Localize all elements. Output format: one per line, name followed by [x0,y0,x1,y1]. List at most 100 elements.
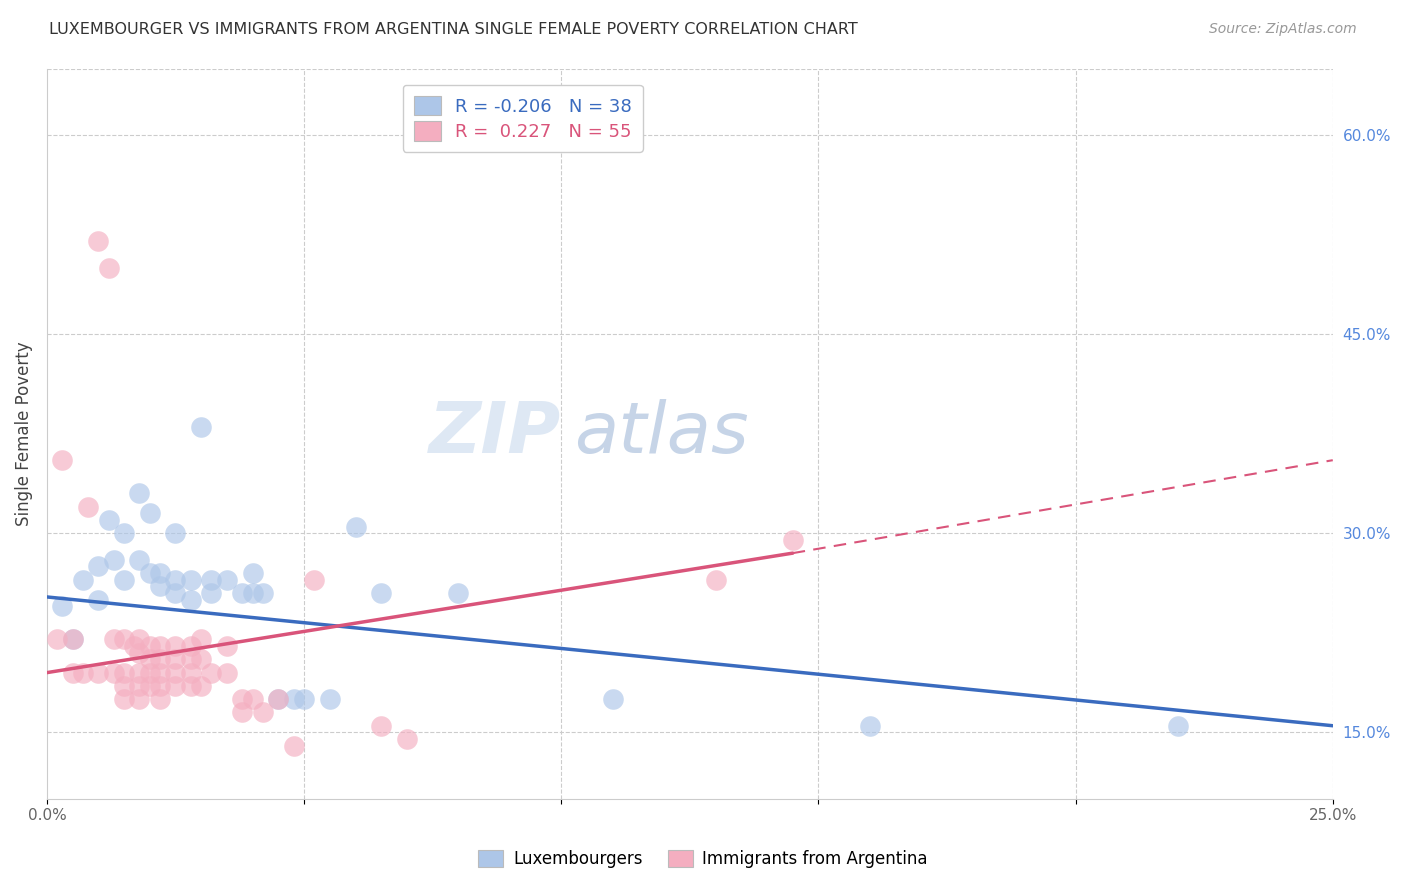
Point [602,692,624,706]
Point [252,706,274,720]
Point [283,692,305,706]
Point [267,692,290,706]
Point [103,665,125,680]
Point [149,566,172,580]
Point [704,573,727,587]
Point [215,639,238,653]
Point [139,506,162,520]
Legend: Luxembourgers, Immigrants from Argentina: Luxembourgers, Immigrants from Argentina [471,843,935,875]
Point [165,652,187,666]
Point [267,692,290,706]
Point [112,679,135,693]
Point [149,665,172,680]
Point [112,632,135,647]
Point [128,486,150,500]
Point [87,234,110,248]
Point [180,639,202,653]
Point [112,665,135,680]
Point [231,586,253,600]
Point [112,573,135,587]
Point [252,586,274,600]
Point [62,632,84,647]
Text: atlas: atlas [574,399,749,468]
Point [231,692,253,706]
Point [231,706,253,720]
Point [215,665,238,680]
Point [87,559,110,574]
Point [200,573,222,587]
Point [128,646,150,660]
Text: ZIP: ZIP [429,399,561,468]
Point [139,566,162,580]
Point [72,573,94,587]
Point [112,692,135,706]
Point [165,679,187,693]
Point [283,739,305,753]
Point [242,566,264,580]
Point [395,731,418,746]
Point [103,553,125,567]
Point [149,639,172,653]
Point [139,652,162,666]
Point [180,592,202,607]
Point [139,665,162,680]
Point [139,679,162,693]
Point [215,573,238,587]
Point [103,632,125,647]
Point [128,692,150,706]
Point [370,586,392,600]
Point [72,665,94,680]
Point [112,526,135,541]
Point [165,573,187,587]
Point [180,665,202,680]
Point [200,586,222,600]
Point [97,260,120,275]
Point [62,632,84,647]
Point [46,632,69,647]
Point [180,679,202,693]
Point [128,553,150,567]
Point [304,573,326,587]
Point [1167,719,1189,733]
Point [190,652,212,666]
Point [292,692,315,706]
Point [124,639,146,653]
Point [344,519,367,533]
Point [190,679,212,693]
Point [165,665,187,680]
Point [180,652,202,666]
Point [51,599,73,614]
Point [149,579,172,593]
Point [782,533,804,547]
Y-axis label: Single Female Poverty: Single Female Poverty [15,342,32,526]
Point [859,719,882,733]
Point [128,632,150,647]
Text: LUXEMBOURGER VS IMMIGRANTS FROM ARGENTINA SINGLE FEMALE POVERTY CORRELATION CHAR: LUXEMBOURGER VS IMMIGRANTS FROM ARGENTIN… [49,22,858,37]
Point [97,513,120,527]
Point [242,692,264,706]
Point [149,679,172,693]
Legend: R = -0.206   N = 38, R =  0.227   N = 55: R = -0.206 N = 38, R = 0.227 N = 55 [402,85,643,152]
Point [77,500,100,514]
Point [190,420,212,434]
Point [62,665,84,680]
Point [319,692,342,706]
Point [200,665,222,680]
Point [165,526,187,541]
Point [128,679,150,693]
Text: Source: ZipAtlas.com: Source: ZipAtlas.com [1209,22,1357,37]
Point [87,592,110,607]
Point [87,665,110,680]
Point [447,586,470,600]
Point [165,639,187,653]
Point [128,665,150,680]
Point [165,586,187,600]
Point [149,652,172,666]
Point [149,692,172,706]
Point [242,586,264,600]
Point [180,573,202,587]
Point [370,719,392,733]
Point [139,639,162,653]
Point [51,453,73,467]
Point [190,632,212,647]
